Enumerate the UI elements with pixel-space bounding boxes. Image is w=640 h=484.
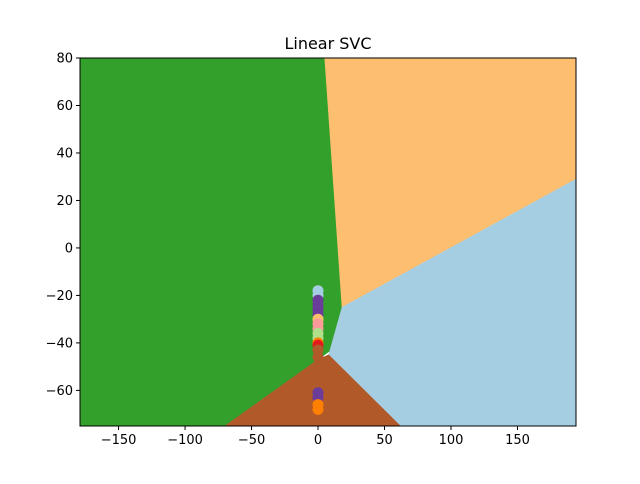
y-tick-label: −40 — [46, 336, 73, 351]
y-tick-label: 0 — [65, 241, 73, 256]
decision-region-1 — [324, 58, 576, 308]
chart-title: Linear SVC — [284, 34, 371, 53]
scatter-point-14 — [312, 351, 324, 363]
y-tick-label: 40 — [56, 146, 73, 161]
x-axis: −150 −100 −50 0 50 100 150 — [101, 426, 530, 448]
x-tick-label: −100 — [167, 433, 203, 448]
scatter-point-15 — [312, 361, 324, 373]
x-tick-label: −150 — [101, 433, 137, 448]
decision-region-3 — [224, 354, 401, 426]
x-tick-label: 0 — [314, 433, 322, 448]
x-tick-label: 50 — [376, 433, 393, 448]
scatter-point-16 — [312, 370, 324, 382]
y-tick-label: 20 — [56, 194, 73, 209]
y-tick-label: 80 — [56, 52, 73, 67]
decision-regions — [80, 58, 576, 426]
y-axis: −60 −40 −20 0 20 40 60 80 — [46, 52, 80, 399]
x-tick-label: 150 — [505, 433, 530, 448]
scatter-point-21 — [312, 403, 324, 415]
y-tick-label: 60 — [56, 99, 73, 114]
y-tick-label: −20 — [46, 289, 73, 304]
x-tick-label: −50 — [238, 433, 265, 448]
y-tick-label: −60 — [46, 384, 73, 399]
x-tick-label: 100 — [439, 433, 464, 448]
plot-frame — [79, 57, 577, 427]
scatter-points — [312, 285, 324, 415]
